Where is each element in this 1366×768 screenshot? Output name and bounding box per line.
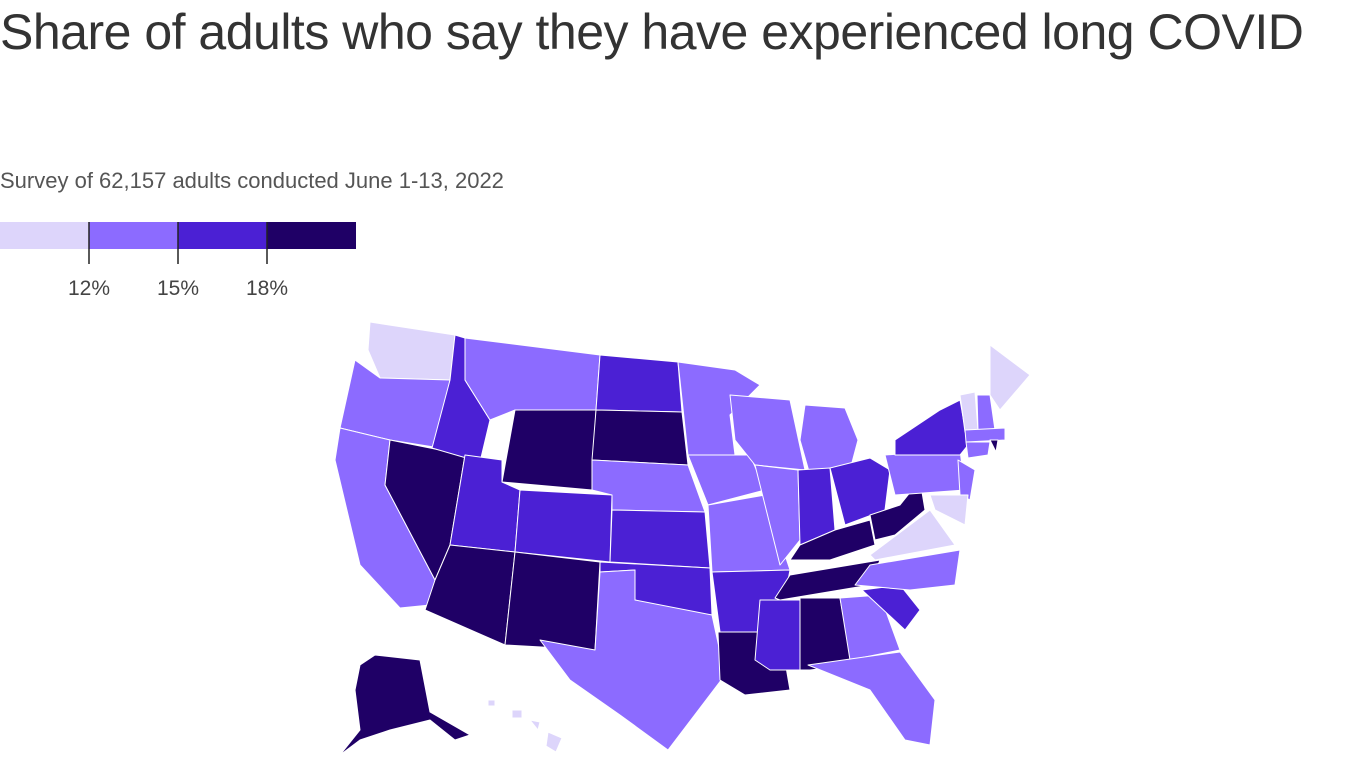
state [529, 719, 541, 731]
state [861, 584, 921, 631]
legend-tick-label: 15% [157, 277, 199, 300]
state [829, 457, 891, 526]
state [717, 631, 791, 696]
state [884, 449, 966, 496]
state [711, 569, 791, 633]
state [797, 467, 836, 546]
state [595, 354, 683, 413]
state [449, 454, 521, 553]
state [431, 334, 491, 463]
state [959, 391, 979, 433]
state [464, 337, 601, 421]
state [424, 544, 516, 646]
state [511, 709, 523, 719]
state [539, 569, 726, 751]
state [504, 551, 601, 651]
state [487, 699, 496, 707]
state [545, 731, 563, 753]
state [591, 459, 706, 513]
state [501, 409, 597, 491]
state [965, 441, 991, 459]
state [957, 459, 976, 501]
state [989, 344, 1031, 411]
state [894, 399, 969, 456]
state [754, 599, 801, 671]
state [687, 454, 766, 506]
state [929, 494, 969, 526]
state [599, 561, 713, 616]
state [789, 519, 876, 561]
state [339, 654, 471, 756]
state [854, 549, 961, 591]
state [514, 489, 613, 563]
legend-swatch [267, 222, 356, 249]
state [339, 359, 451, 449]
legend: 12% 15% 18% [0, 222, 356, 300]
title: Share of adults who say they have experi… [0, 4, 1304, 60]
state [799, 597, 853, 671]
state [869, 509, 956, 561]
state [729, 394, 806, 471]
state [807, 651, 936, 746]
state [384, 439, 466, 581]
state [707, 494, 791, 573]
legend-swatch [0, 222, 89, 249]
state [976, 394, 996, 431]
state [989, 439, 999, 453]
legend-tick-label: 12% [68, 277, 110, 300]
state [964, 427, 1006, 443]
legend-tick-label: 18% [246, 277, 288, 300]
state [677, 361, 761, 456]
state [367, 321, 456, 381]
state [774, 559, 881, 601]
legend-swatch [178, 222, 267, 249]
state [799, 404, 859, 476]
state [869, 479, 926, 541]
subtitle: Survey of 62,157 adults conducted June 1… [0, 168, 504, 193]
state [609, 509, 711, 569]
state [754, 464, 801, 566]
legend-swatch [89, 222, 178, 249]
state [839, 594, 901, 661]
state [334, 427, 436, 609]
state [591, 409, 689, 466]
